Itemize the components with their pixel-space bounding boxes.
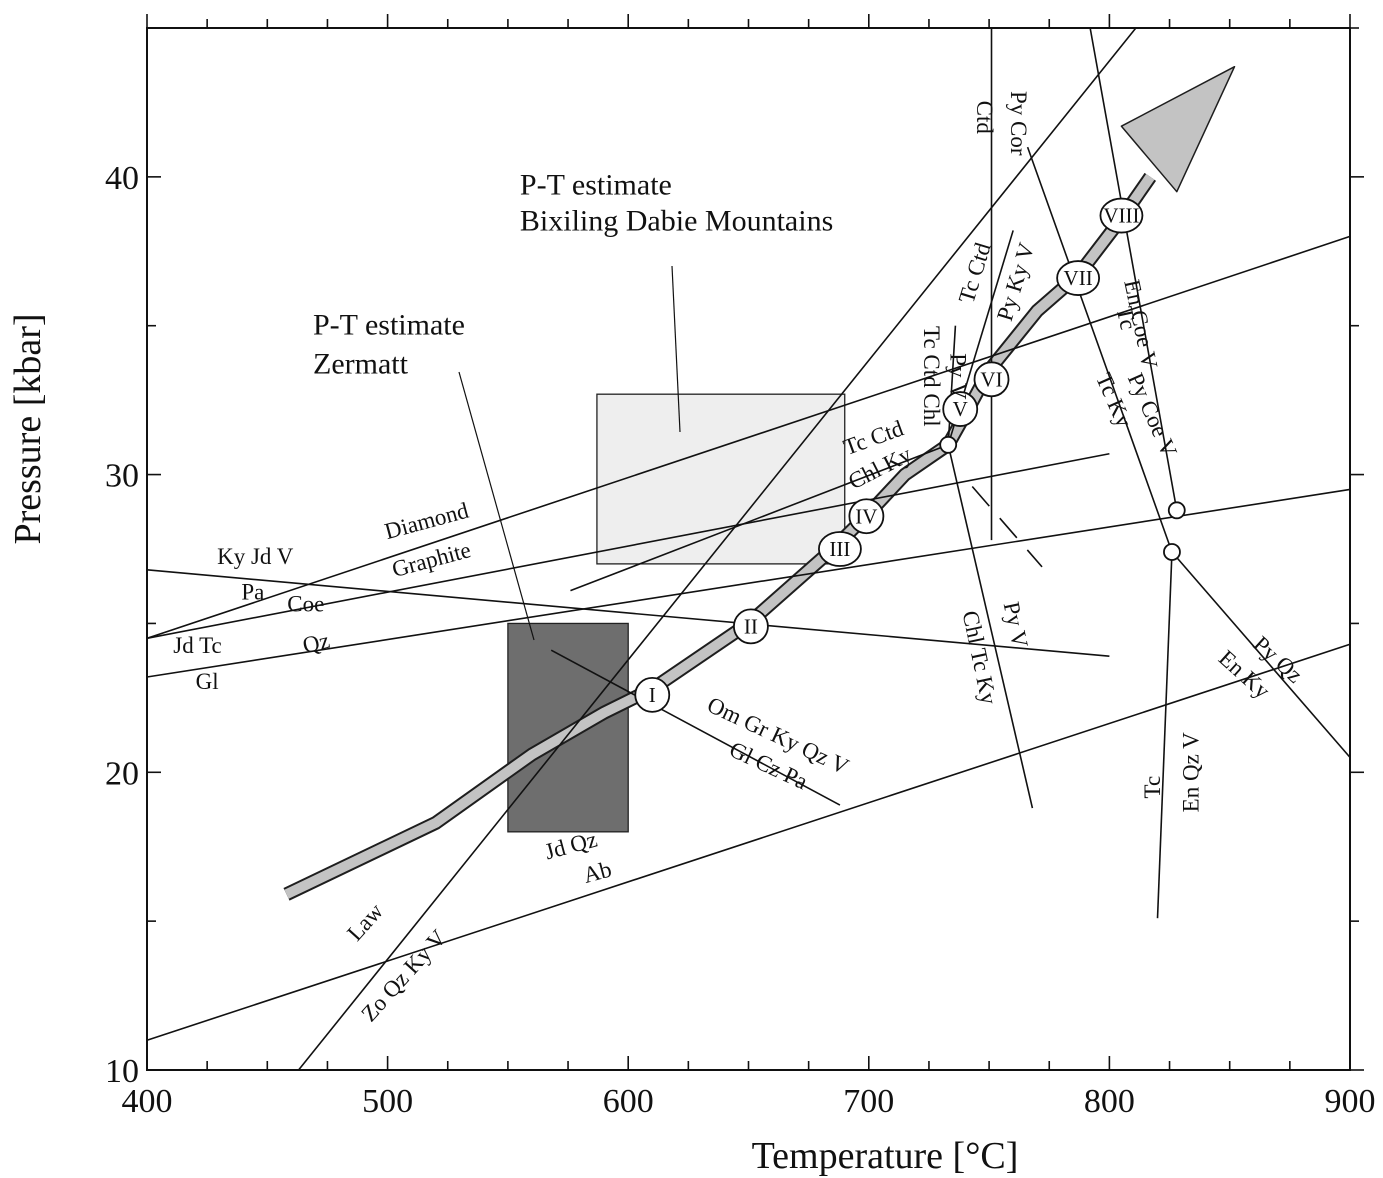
reaction-line-chl-tc-ky-py-v xyxy=(947,444,1034,809)
stage-marker-label: I xyxy=(649,683,656,707)
pt-estimate-boxes xyxy=(507,393,846,833)
y-tick-label: 30 xyxy=(105,458,139,495)
estimate-label-dabie: Bixiling Dabie Mountains xyxy=(520,204,833,237)
reaction-label: Law xyxy=(342,898,388,945)
reaction-label: Coe xyxy=(287,592,324,617)
reaction-line-diamond-graphite xyxy=(146,235,1351,640)
x-tick-label: 500 xyxy=(362,1083,413,1120)
invariant-point xyxy=(939,435,958,454)
reaction-label: Py Cor xyxy=(1006,91,1031,156)
x-tick-label: 400 xyxy=(122,1083,173,1120)
reaction-line-py-coe-v-tc-ky xyxy=(1026,146,1173,553)
reaction-line-en-coe-v-tc xyxy=(1089,27,1178,511)
reaction-label: Diamond xyxy=(382,498,472,544)
invariant-point xyxy=(1163,543,1181,561)
estimate-box-dabie xyxy=(596,393,846,565)
reaction-label: Qz xyxy=(300,628,332,658)
reaction-label: Chl Tc Ky xyxy=(957,608,1001,707)
stage-marker-label: III xyxy=(829,537,850,561)
stage-marker-label: VIII xyxy=(1103,204,1139,228)
x-tick-label: 600 xyxy=(603,1083,654,1120)
reaction-label: Py V xyxy=(946,353,971,400)
plot-frame xyxy=(146,14,1364,1071)
stage-marker-circle xyxy=(848,498,885,535)
y-tick-label: 20 xyxy=(105,755,139,792)
leader-zermatt xyxy=(458,371,535,641)
estimate-label-zermatt: Zermatt xyxy=(313,347,409,380)
stage-marker-circle xyxy=(942,391,979,427)
reaction-line-py-v-tc-ctd-chl xyxy=(947,325,957,445)
x-tick-label: 700 xyxy=(843,1083,894,1120)
stage-marker-label: II xyxy=(744,614,758,638)
stage-marker-label: VII xyxy=(1064,266,1093,290)
reaction-label: En Qz V xyxy=(1178,732,1203,812)
reaction-label: Ky Jd V xyxy=(217,544,294,569)
stage-marker-label: IV xyxy=(855,504,877,528)
stage-marker-circle xyxy=(1099,197,1144,234)
reaction-line-ky-jd-v-pa xyxy=(146,452,1110,640)
reaction-label: Ab xyxy=(581,857,615,888)
reaction-label: Tc Ctd xyxy=(954,239,996,306)
stage-marker-circle xyxy=(634,676,671,713)
reaction-label: Gl xyxy=(196,669,219,694)
stage-marker-circle xyxy=(1056,260,1101,296)
x-axis-title: Temperature [°C] xyxy=(752,1135,1019,1177)
y-tick-label: 10 xyxy=(105,1053,139,1090)
x-tick-label: 900 xyxy=(1325,1083,1376,1120)
axes: Temperature [°C] Pressure [kbar] 400 500 6… xyxy=(7,160,1376,1177)
stage-marker-label: VI xyxy=(980,367,1002,391)
reaction-line-jd-qz-ab xyxy=(146,643,1351,1041)
reaction-label: Tc Ctd Chl xyxy=(919,326,944,427)
reaction-label: Jd Tc xyxy=(173,633,221,658)
reaction-label: Tc xyxy=(1112,305,1141,332)
reaction-label: Py V xyxy=(999,600,1033,651)
reaction-line-om-gr-ky-qz-v xyxy=(550,649,841,806)
y-axis-title: Pressure [kbar] xyxy=(7,313,49,544)
estimate-label-zermatt: P-T estimate xyxy=(313,309,465,342)
stage-marker-circle xyxy=(733,608,769,645)
reaction-line-coe-qz xyxy=(146,488,1351,678)
pt-path-arrowhead xyxy=(1120,65,1236,193)
reaction-line-law-zo-qz-ky-v xyxy=(297,27,1137,1071)
stage-marker-label: V xyxy=(953,397,968,421)
invariant-point xyxy=(1167,501,1186,520)
estimate-label-dabie: P-T estimate xyxy=(520,169,672,202)
reaction-label: Ctd xyxy=(972,101,997,135)
reaction-line-py-qz-en-ky xyxy=(1171,551,1351,758)
reaction-line-tc-en-qz-v xyxy=(1156,551,1173,919)
reaction-label: Pa xyxy=(241,580,264,605)
reaction-lines xyxy=(146,27,1351,1071)
reaction-line-jd-tc-gl xyxy=(146,569,1110,657)
stage-marker-circle xyxy=(818,531,862,567)
y-tick-label: 40 xyxy=(105,160,139,197)
reaction-label: Tc xyxy=(1140,776,1165,799)
leader-dabie xyxy=(671,265,681,433)
x-tick-label: 800 xyxy=(1084,1083,1135,1120)
stage-marker-circle xyxy=(973,361,1010,398)
reaction-line-tc-ctd-chl-ky xyxy=(570,444,949,592)
reaction-line-metastable-ext xyxy=(971,485,1043,568)
